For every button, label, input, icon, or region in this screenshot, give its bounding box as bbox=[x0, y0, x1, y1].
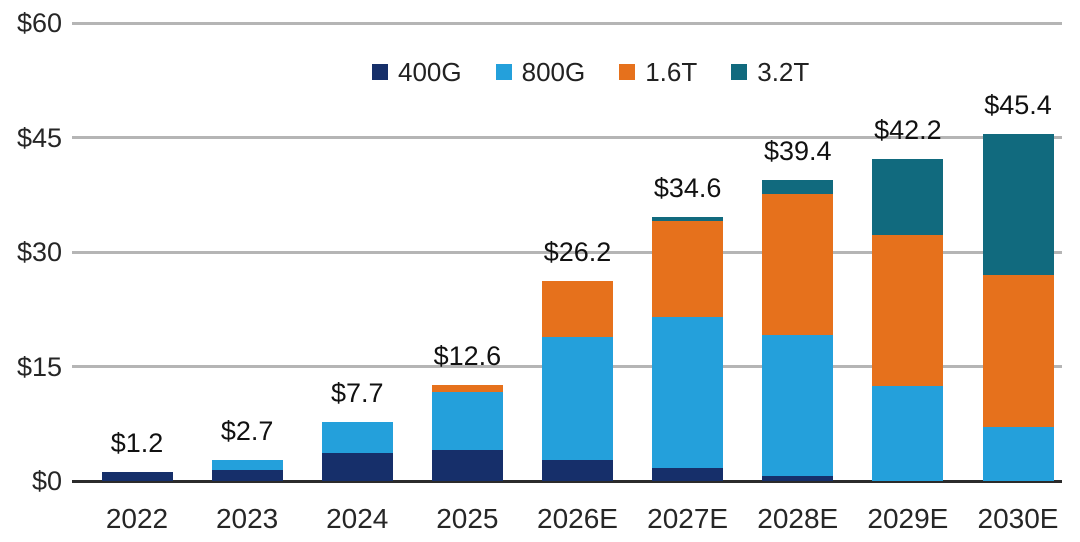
bar-segment-2030e-3.2t bbox=[982, 134, 1054, 275]
bar-total-label-2030e: $45.4 bbox=[984, 90, 1052, 121]
x-axis-line bbox=[72, 479, 1062, 483]
y-axis-tick-label: $60 bbox=[16, 8, 62, 38]
bar-total-label-2028e: $39.4 bbox=[763, 136, 832, 167]
bar-total-label-2024: $7.7 bbox=[330, 378, 384, 409]
x-axis-tick-label-2022: 2022 bbox=[105, 503, 169, 534]
legend-swatch-icon bbox=[731, 64, 748, 80]
legend-label: 800G bbox=[521, 57, 586, 87]
bar-total-label-2029e: $42.2 bbox=[874, 114, 942, 145]
legend: 400G 800G 1.6T 3.2T bbox=[372, 57, 809, 87]
legend-item-3.2t: 3.2T bbox=[731, 59, 809, 85]
bar-segment-2022-400g bbox=[101, 471, 173, 481]
bar-segment-2030e-800g bbox=[982, 426, 1054, 481]
bar-segment-2027e-1.6t bbox=[652, 220, 724, 317]
legend-swatch-icon bbox=[495, 64, 512, 80]
bar-segment-2029e-800g bbox=[872, 386, 944, 481]
y-axis-tick-label: $15 bbox=[16, 351, 62, 382]
bar-total-label-2027e: $34.6 bbox=[653, 172, 722, 203]
y-axis-tick-label: $45 bbox=[16, 122, 62, 153]
gridline-60 bbox=[72, 21, 1062, 25]
legend-swatch-icon bbox=[619, 64, 636, 80]
bar-segment-2024-400g bbox=[321, 452, 393, 481]
gridline-45 bbox=[72, 136, 1062, 139]
bar-segment-2030e-1.6t bbox=[982, 274, 1054, 427]
bar-segment-2026e-1.6t bbox=[542, 281, 613, 337]
x-axis-tick-label-2028e: 2028E bbox=[757, 503, 839, 534]
bar-segment-2026e-400g bbox=[542, 459, 613, 481]
bar-segment-2028e-800g bbox=[762, 335, 834, 476]
x-axis-tick-label-2023: 2023 bbox=[215, 503, 279, 534]
legend-swatch-icon bbox=[372, 64, 388, 80]
bar-segment-2024-800g bbox=[321, 422, 393, 453]
bar-total-label-2022: $1.2 bbox=[110, 427, 164, 458]
legend-item-400g: 400G bbox=[372, 59, 462, 85]
bar-total-label-2025: $12.6 bbox=[433, 340, 502, 371]
bar-total-label-2026e: $26.2 bbox=[543, 237, 612, 267]
y-axis-tick-label: $30 bbox=[16, 237, 62, 267]
x-axis-tick-label-2024: 2024 bbox=[326, 503, 389, 534]
bar-segment-2027e-400g bbox=[652, 468, 724, 481]
legend-label: 1.6T bbox=[645, 57, 698, 87]
legend-item-1.6t: 1.6T bbox=[619, 59, 697, 85]
bar-segment-2025-400g bbox=[431, 450, 503, 481]
bar-segment-2025-1.6t bbox=[431, 384, 503, 393]
bar-segment-2025-800g bbox=[431, 392, 503, 451]
legend-label: 3.2T bbox=[757, 57, 810, 87]
bar-segment-2028e-3.2t bbox=[762, 180, 834, 194]
legend-label: 400G bbox=[398, 57, 462, 87]
bar-segment-2029e-3.2t bbox=[872, 158, 944, 236]
bar-segment-2027e-3.2t bbox=[652, 216, 724, 221]
bar-segment-2027e-800g bbox=[652, 316, 724, 468]
bar-segment-2023-800g bbox=[211, 460, 283, 471]
bar-total-label-2023: $2.7 bbox=[220, 416, 274, 447]
x-axis-tick-label-2026e: 2026E bbox=[537, 503, 618, 534]
bar-segment-2026e-800g bbox=[542, 336, 613, 460]
x-axis-tick-label-2029e: 2029E bbox=[867, 503, 949, 534]
bar-segment-2029e-1.6t bbox=[872, 235, 944, 387]
x-axis-tick-label-2027e: 2027E bbox=[647, 503, 729, 534]
bar-segment-2028e-1.6t bbox=[762, 193, 834, 336]
legend-item-800g: 800G bbox=[495, 57, 586, 87]
bar-segment-2023-400g bbox=[211, 470, 283, 481]
y-axis-tick-label: $0 bbox=[31, 466, 62, 496]
x-axis-tick-label-2025: 2025 bbox=[436, 503, 499, 534]
gridline-30 bbox=[72, 250, 1062, 254]
x-axis-tick-label-2030e: 2030E bbox=[977, 503, 1059, 534]
bar-segment-2028e-400g bbox=[762, 475, 834, 481]
